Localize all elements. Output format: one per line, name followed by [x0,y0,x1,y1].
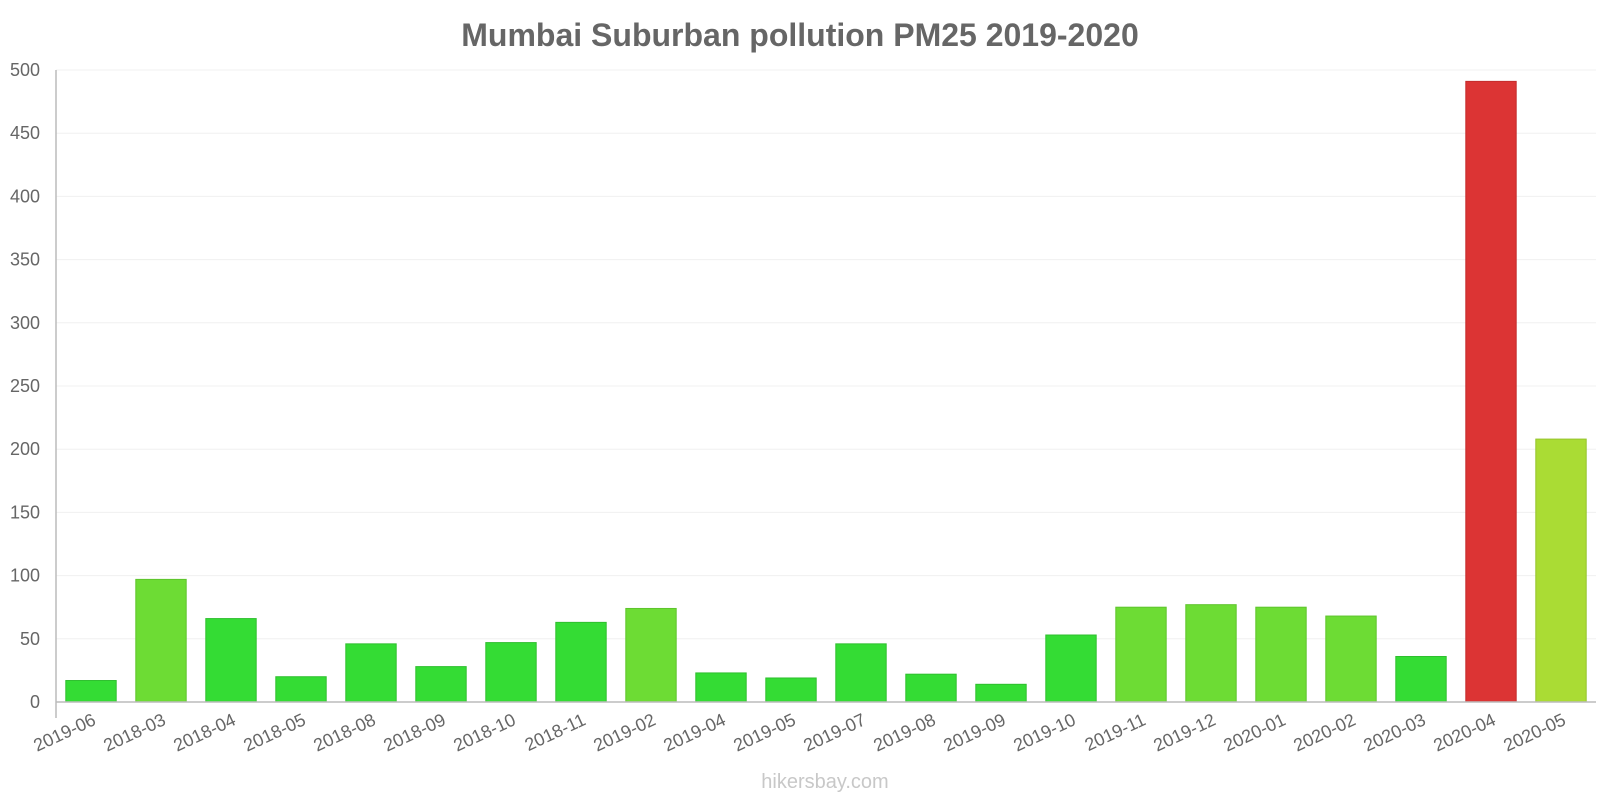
y-tick-label: 100 [10,566,40,586]
x-tick-label: 2019-02 [590,709,658,755]
bar-2019-11 [1115,606,1167,703]
bar-2019-12 [1185,604,1237,703]
x-axis: 2019-06 2018-03 2018-04 2018-05 2018-08 2018-… [30,701,1596,756]
x-tick-label: 2019-12 [1150,709,1218,755]
grid-lines [56,69,1596,640]
bar-2019-08 [905,673,957,703]
x-tick-label: 2018-10 [450,709,518,755]
chart-title: Mumbai Suburban pollution PM25 2019-2020 [461,17,1138,53]
x-tick-label: 2020-03 [1360,709,1428,755]
x-tick-label: 2019-09 [940,709,1008,755]
y-tick-label: 450 [10,123,40,143]
bar-2020-04 [1465,80,1517,703]
x-tick-label: 2019-05 [730,709,798,755]
bar-2018-03 [135,578,187,703]
bar-2019-10 [1045,634,1097,703]
bar-2018-05 [275,676,327,703]
y-tick-label: 50 [20,629,40,649]
watermark: hikersbay.com [761,771,888,793]
bar-2019-09 [975,683,1027,703]
y-tick-label: 250 [10,376,40,396]
x-tick-label: 2020-04 [1430,709,1498,755]
x-tick-label: 2019-10 [1010,709,1078,755]
bar-2020-02 [1325,615,1377,703]
bar-2020-03 [1395,655,1447,703]
y-tick-label: 200 [10,439,40,459]
x-tick-label: 2019-08 [870,709,938,755]
bar-2019-05 [765,677,817,703]
x-tick-label: 2018-08 [310,709,378,755]
x-tick-label: 2019-04 [660,709,728,755]
x-tick-label: 2019-06 [30,709,98,755]
y-tick-label: 150 [10,502,40,522]
x-tick-label: 2020-01 [1220,709,1288,755]
bar-2020-01 [1255,606,1307,703]
x-tick-label: 2018-03 [100,709,168,755]
bar-2018-09 [415,666,467,703]
bar-2018-10 [485,642,537,703]
y-tick-label: 300 [10,313,40,333]
x-tick-label: 2019-07 [800,709,868,755]
y-tick-label: 400 [10,186,40,206]
x-tick-label: 2018-04 [170,709,238,755]
bar-2019-04 [695,672,747,703]
bar-2018-04 [205,618,257,703]
y-tick-label: 350 [10,250,40,270]
y-tick-label: 500 [10,60,40,80]
y-axis: 0 50 100 150 200 250 300 350 400 450 500 [10,60,57,718]
x-tick-label: 2020-02 [1290,709,1358,755]
bar-2019-06 [65,680,117,703]
bar-2019-02 [625,607,677,703]
bar-2020-05 [1535,438,1587,703]
bar-2018-11 [555,621,607,703]
x-tick-label: 2020-05 [1500,709,1568,755]
x-tick-label: 2018-05 [240,709,308,755]
bars [65,80,1587,703]
bar-2018-08 [345,643,397,703]
x-tick-label: 2018-09 [380,709,448,755]
y-tick-label: 0 [30,692,40,712]
bar-2019-07 [835,643,887,703]
x-tick-label: 2018-11 [522,709,589,754]
x-tick-label: 2019-11 [1082,709,1149,754]
